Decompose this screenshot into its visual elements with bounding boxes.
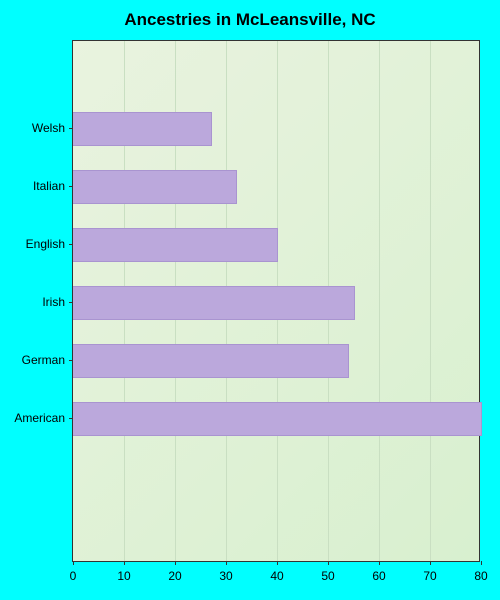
plot-container: 01020304050607080AmericanGermanIrishEngl… <box>72 40 480 562</box>
x-tick <box>124 561 125 565</box>
x-tick <box>73 561 74 565</box>
y-tick-label: English <box>26 237 65 251</box>
bar <box>73 402 482 436</box>
chart-page: Ancestries in McLeansville, NC City-Data… <box>0 0 500 600</box>
gridline <box>379 41 380 561</box>
bar <box>73 170 237 204</box>
chart-title: Ancestries in McLeansville, NC <box>0 10 500 30</box>
y-tick-label: Welsh <box>32 121 65 135</box>
x-tick <box>175 561 176 565</box>
x-tick <box>481 561 482 565</box>
y-tick-label: Italian <box>33 179 65 193</box>
y-tick <box>69 244 73 245</box>
x-tick-label: 10 <box>117 569 130 583</box>
y-tick <box>69 302 73 303</box>
bar <box>73 228 278 262</box>
y-tick-label: Irish <box>42 295 65 309</box>
x-tick <box>328 561 329 565</box>
y-tick-label: German <box>22 353 65 367</box>
x-tick-label: 0 <box>70 569 77 583</box>
y-tick <box>69 360 73 361</box>
x-tick <box>379 561 380 565</box>
x-tick-label: 20 <box>168 569 181 583</box>
y-tick <box>69 128 73 129</box>
x-tick-label: 50 <box>321 569 334 583</box>
y-tick <box>69 186 73 187</box>
bar <box>73 344 349 378</box>
bar <box>73 112 212 146</box>
x-tick-label: 60 <box>372 569 385 583</box>
x-tick-label: 70 <box>423 569 436 583</box>
x-tick-label: 30 <box>219 569 232 583</box>
gridline <box>430 41 431 561</box>
x-tick-label: 40 <box>270 569 283 583</box>
plot-area: 01020304050607080AmericanGermanIrishEngl… <box>72 40 480 562</box>
x-tick <box>226 561 227 565</box>
x-tick <box>277 561 278 565</box>
bar <box>73 286 355 320</box>
x-tick-label: 80 <box>474 569 487 583</box>
y-tick-label: American <box>14 411 65 425</box>
x-tick <box>430 561 431 565</box>
y-tick <box>69 418 73 419</box>
